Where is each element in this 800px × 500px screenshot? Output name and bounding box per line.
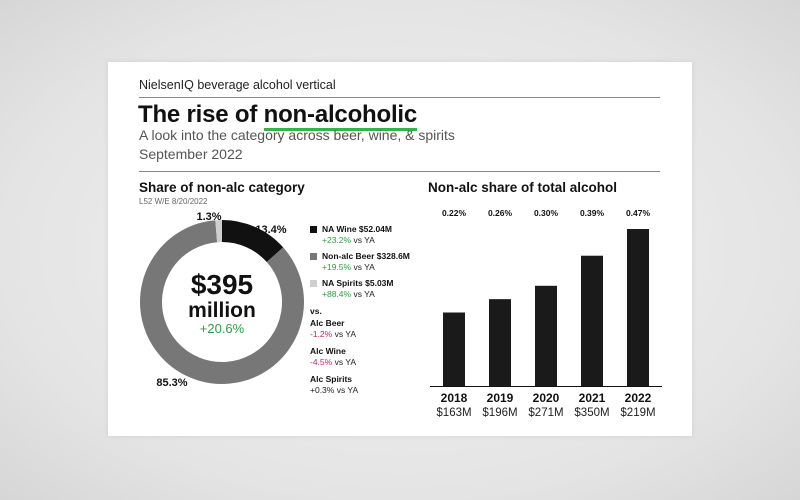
alc-item-beer: Alc Beer -1.2% vs YA <box>310 318 410 340</box>
legend-change: +19.5% vs YA <box>322 262 375 272</box>
donut-chart: 13.4% 85.3% 1.3% <box>140 211 304 389</box>
bar-value-label: 0.26% <box>488 208 513 218</box>
donut-label-na-spirits: 1.3% <box>196 211 221 223</box>
bar-2020 <box>535 285 557 386</box>
donut-center-change: +20.6% <box>200 321 245 336</box>
title-prefix: The rise of <box>138 101 264 128</box>
legend-change: +88.4% vs YA <box>322 289 375 299</box>
legend-item-non-alc-beer: Non-alc Beer $328.6M +19.5% vs YA <box>310 251 410 273</box>
bar-sublabel: $350M <box>574 407 609 419</box>
bar-category-label: 2022 <box>625 391 652 405</box>
legend-item-na-spirits: NA Spirits $5.03M +88.4% vs YA <box>310 278 410 300</box>
legend-swatch <box>310 253 317 260</box>
page-date: September 2022 <box>139 146 243 162</box>
legend-swatch <box>310 280 317 287</box>
bar-value-label: 0.22% <box>442 208 467 218</box>
legend-label: Non-alc Beer $328.6M <box>322 251 410 261</box>
alc-change: +0.3% vs YA <box>310 385 359 395</box>
donut-section-title: Share of non-alc category <box>139 180 305 195</box>
alc-change: -4.5% vs YA <box>310 357 356 367</box>
alc-label: Alc Spirits <box>310 374 353 384</box>
page-title: The rise of non-alcoholic <box>138 101 417 131</box>
bar-category-label: 2019 <box>487 391 514 405</box>
legend-label: NA Wine $52.04M <box>322 224 392 234</box>
alc-label: Alc Beer <box>310 318 345 328</box>
bar-2018 <box>443 312 465 386</box>
donut-section-subtitle: L52 W/E 8/20/2022 <box>139 197 208 206</box>
alc-label: Alc Wine <box>310 346 346 356</box>
legend-change: +23.2% vs YA <box>322 235 375 245</box>
legend-label: NA Spirits $5.03M <box>322 278 394 288</box>
bar-category-label: 2018 <box>441 391 468 405</box>
donut-center-unit: million <box>188 299 256 322</box>
legend-swatch <box>310 226 317 233</box>
bar-chart: 0.22% 2018 $163M 0.26% 2019 $196M 0.30% 2020 $27… <box>430 208 662 419</box>
vs-label: vs. <box>310 306 322 316</box>
bar-section-title: Non-alc share of total alcohol <box>428 180 618 195</box>
bar-value-label: 0.30% <box>534 208 559 218</box>
bar-2019 <box>489 299 511 386</box>
bar-2021 <box>581 255 603 386</box>
alc-item-wine: Alc Wine -4.5% vs YA <box>310 346 410 368</box>
bar-sublabel: $271M <box>528 407 563 419</box>
title-highlight: non-alcoholic <box>263 101 417 131</box>
bar-2022 <box>627 229 649 386</box>
alc-change: -1.2% vs YA <box>310 329 356 339</box>
donut-center-value: $395 <box>191 269 253 300</box>
page-subtitle: A look into the category across beer, wi… <box>139 127 455 143</box>
mid-divider <box>139 171 660 172</box>
bar-sublabel: $219M <box>620 407 655 419</box>
donut-label-non-alc-beer: 85.3% <box>156 377 187 389</box>
donut-label-na-wine: 13.4% <box>255 224 286 236</box>
top-divider <box>139 97 660 98</box>
donut-legend: NA Wine $52.04M +23.2% vs YA Non-alc Bee… <box>310 224 410 402</box>
kicker: NielsenIQ beverage alcohol vertical <box>139 78 336 92</box>
bar-category-label: 2020 <box>533 391 560 405</box>
donut-slice-na-wine <box>221 220 284 263</box>
bar-value-label: 0.47% <box>626 208 651 218</box>
bar-category-label: 2021 <box>579 391 606 405</box>
bar-value-label: 0.39% <box>580 208 605 218</box>
bar-sublabel: $196M <box>482 407 517 419</box>
donut-slice-non-alc-beer <box>140 220 304 384</box>
bar-sublabel: $163M <box>436 407 471 419</box>
legend-item-na-wine: NA Wine $52.04M +23.2% vs YA <box>310 224 410 246</box>
alc-item-spirits: Alc Spirits +0.3% vs YA <box>310 374 410 396</box>
